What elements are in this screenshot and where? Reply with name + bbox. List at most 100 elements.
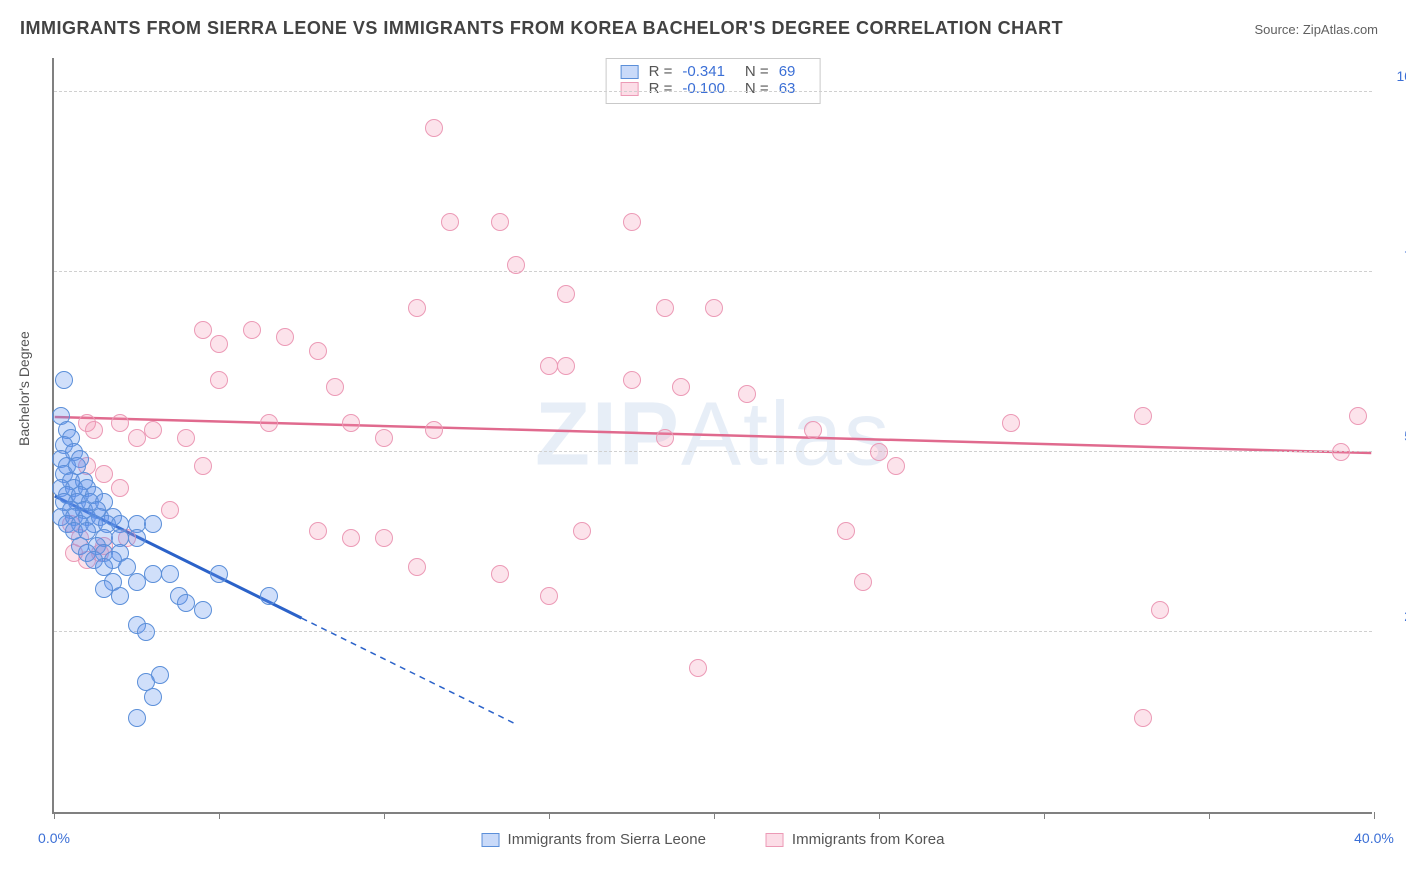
data-point [408, 558, 426, 576]
data-point [854, 573, 872, 591]
x-tick [714, 812, 715, 819]
x-tick [1374, 812, 1375, 819]
data-point [177, 594, 195, 612]
data-point [210, 565, 228, 583]
data-point [128, 529, 146, 547]
swatch-series-a [482, 833, 500, 847]
data-point [1002, 414, 1020, 432]
correlation-stats-box: R = -0.341 N = 69 R = -0.100 N = 63 [606, 58, 821, 104]
data-point [111, 414, 129, 432]
data-point [1332, 443, 1350, 461]
data-point [425, 119, 443, 137]
data-point [738, 385, 756, 403]
x-tick-label: 40.0% [1354, 830, 1394, 846]
data-point [837, 522, 855, 540]
x-tick [384, 812, 385, 819]
stats-row: R = -0.100 N = 63 [621, 80, 806, 97]
data-point [491, 213, 509, 231]
scatter-plot: ZIPAtlas R = -0.341 N = 69 R = -0.100 N … [52, 58, 1372, 814]
data-point [656, 429, 674, 447]
data-point [507, 256, 525, 274]
data-point [540, 357, 558, 375]
data-point [672, 378, 690, 396]
data-point [137, 623, 155, 641]
data-point [194, 457, 212, 475]
swatch-series-b [621, 82, 639, 96]
data-point [375, 429, 393, 447]
data-point [342, 529, 360, 547]
x-tick [879, 812, 880, 819]
stat-r-label: R = [649, 80, 673, 97]
data-point [887, 457, 905, 475]
data-point [1134, 709, 1152, 727]
gridline-h [54, 451, 1372, 452]
data-point [177, 429, 195, 447]
data-point [128, 429, 146, 447]
data-point [557, 357, 575, 375]
swatch-series-b [766, 833, 784, 847]
stat-n-value-a: 69 [779, 63, 796, 80]
data-point [243, 321, 261, 339]
data-point [111, 479, 129, 497]
data-point [326, 378, 344, 396]
stat-n-label: N = [745, 63, 769, 80]
data-point [408, 299, 426, 317]
data-point [95, 465, 113, 483]
legend-item-a: Immigrants from Sierra Leone [482, 831, 706, 848]
data-point [111, 587, 129, 605]
gridline-h [54, 631, 1372, 632]
x-tick [219, 812, 220, 819]
data-point [1349, 407, 1367, 425]
gridline-h [54, 91, 1372, 92]
x-tick [1209, 812, 1210, 819]
data-point [144, 565, 162, 583]
data-point [210, 335, 228, 353]
stat-n-value-b: 63 [779, 80, 796, 97]
legend-label-a: Immigrants from Sierra Leone [508, 831, 706, 848]
swatch-series-a [621, 65, 639, 79]
page-title: IMMIGRANTS FROM SIERRA LEONE VS IMMIGRAN… [20, 18, 1063, 39]
stat-r-value-a: -0.341 [682, 63, 725, 80]
data-point [95, 580, 113, 598]
stats-row: R = -0.341 N = 69 [621, 63, 806, 80]
data-point [161, 501, 179, 519]
data-point [128, 709, 146, 727]
data-point [425, 421, 443, 439]
source-attribution: Source: ZipAtlas.com [1254, 22, 1378, 37]
x-tick [549, 812, 550, 819]
data-point [623, 213, 641, 231]
data-point [210, 371, 228, 389]
data-point [309, 522, 327, 540]
y-tick-label: 100.0% [1397, 68, 1406, 84]
data-point [309, 342, 327, 360]
data-point [144, 515, 162, 533]
data-point [144, 688, 162, 706]
data-point [85, 421, 103, 439]
data-point [573, 522, 591, 540]
data-point [128, 573, 146, 591]
data-point [194, 321, 212, 339]
x-tick [1044, 812, 1045, 819]
data-point [144, 421, 162, 439]
stat-r-label: R = [649, 63, 673, 80]
x-tick-label: 0.0% [38, 830, 70, 846]
watermark: ZIPAtlas [535, 384, 891, 487]
gridline-h [54, 271, 1372, 272]
data-point [870, 443, 888, 461]
data-point [276, 328, 294, 346]
data-point [540, 587, 558, 605]
data-point [1151, 601, 1169, 619]
data-point [623, 371, 641, 389]
data-point [557, 285, 575, 303]
data-point [1134, 407, 1152, 425]
data-point [194, 601, 212, 619]
stat-r-value-b: -0.100 [682, 80, 725, 97]
legend-label-b: Immigrants from Korea [792, 831, 945, 848]
data-point [804, 421, 822, 439]
data-point [705, 299, 723, 317]
stat-n-label: N = [745, 80, 769, 97]
data-point [656, 299, 674, 317]
data-point [260, 414, 278, 432]
x-tick [54, 812, 55, 819]
data-point [689, 659, 707, 677]
